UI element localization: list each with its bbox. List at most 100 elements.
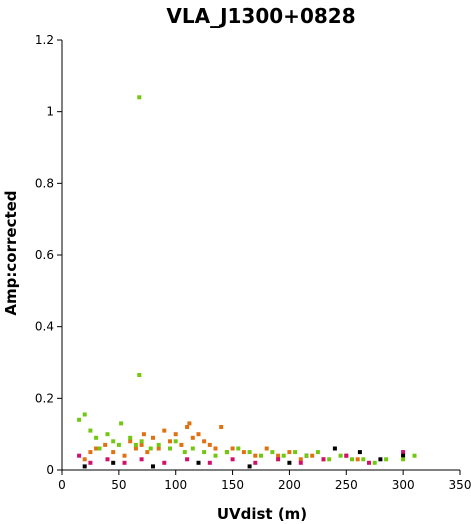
data-point	[148, 446, 153, 451]
data-point	[190, 435, 195, 440]
data-point	[355, 457, 360, 462]
data-point	[259, 453, 263, 458]
data-point	[230, 446, 235, 451]
data-point	[137, 95, 142, 100]
data-point	[247, 464, 252, 469]
data-point	[401, 450, 406, 455]
data-point	[344, 453, 349, 458]
data-point	[219, 425, 224, 429]
data-point	[119, 421, 124, 426]
data-point	[133, 446, 138, 451]
data-point	[111, 450, 116, 455]
data-point	[202, 450, 207, 455]
x-tick-label: 100	[164, 478, 187, 492]
data-point	[139, 442, 144, 447]
data-point	[88, 450, 93, 455]
data-point	[253, 453, 258, 458]
data-point	[372, 460, 377, 465]
data-point	[293, 450, 298, 455]
x-tick-label: 50	[111, 478, 126, 492]
data-point	[122, 460, 127, 465]
data-point	[202, 439, 207, 444]
data-point	[241, 450, 246, 455]
x-tick-label: 250	[335, 478, 358, 492]
data-point	[105, 457, 110, 462]
data-point	[185, 457, 190, 462]
y-tick-label: 0.6	[35, 248, 54, 262]
y-axis-label: Amp:corrected	[2, 190, 20, 315]
y-tick-label: 0.8	[35, 176, 54, 190]
data-point	[77, 417, 82, 422]
data-point	[367, 460, 371, 465]
data-point	[190, 446, 195, 451]
data-point	[401, 457, 406, 462]
data-point	[287, 460, 292, 465]
data-point	[412, 453, 417, 458]
data-point	[116, 442, 121, 447]
x-tick-label: 0	[58, 478, 66, 492]
data-point	[82, 457, 87, 462]
data-point	[196, 432, 201, 437]
data-point	[298, 457, 303, 462]
data-point	[168, 439, 172, 444]
data-point	[128, 439, 133, 444]
data-point	[276, 457, 281, 462]
data-point	[162, 428, 167, 433]
data-point	[281, 453, 286, 458]
data-point	[207, 460, 212, 465]
data-points	[77, 95, 417, 469]
data-point	[350, 457, 354, 462]
data-point	[162, 460, 167, 465]
data-point	[304, 453, 309, 458]
data-point	[82, 412, 87, 417]
data-point	[378, 457, 383, 462]
data-point	[361, 457, 366, 462]
data-point	[168, 446, 172, 451]
axes	[61, 40, 460, 471]
data-point	[384, 457, 389, 462]
data-point	[151, 435, 155, 440]
y-tick-label: 1.2	[35, 33, 54, 47]
data-point	[151, 464, 155, 469]
chart-title: VLA_J1300+0828	[166, 4, 355, 28]
y-ticks: 0 0.2 0.4 0.6 0.8 1 1.2	[35, 33, 62, 477]
data-point	[156, 446, 161, 451]
data-point	[287, 450, 292, 455]
data-point	[224, 450, 229, 455]
data-point	[156, 442, 161, 447]
data-point	[185, 425, 190, 429]
y-tick-label: 1	[46, 105, 54, 119]
data-point	[111, 439, 116, 444]
data-point	[236, 446, 241, 451]
x-tick-label: 300	[392, 478, 415, 492]
data-point	[338, 453, 343, 458]
data-point	[133, 442, 138, 447]
y-tick-label: 0.4	[35, 320, 54, 334]
x-axis-label: UVdist (m)	[217, 505, 307, 523]
data-point	[321, 457, 326, 462]
data-point	[103, 442, 108, 447]
data-point	[298, 460, 303, 465]
data-point	[247, 450, 252, 455]
data-point	[139, 457, 144, 462]
data-point	[270, 450, 275, 455]
data-point	[111, 460, 116, 465]
data-point	[88, 428, 93, 433]
data-point	[88, 460, 93, 465]
data-point	[264, 446, 269, 451]
y-tick-label: 0	[46, 463, 54, 477]
data-point	[207, 442, 212, 447]
data-point	[401, 453, 406, 458]
data-point	[122, 453, 127, 458]
data-point	[187, 421, 192, 426]
data-point	[137, 373, 142, 377]
data-point	[139, 439, 144, 444]
data-point	[145, 450, 150, 455]
data-point	[97, 446, 102, 451]
data-point	[82, 464, 87, 469]
data-point	[276, 453, 281, 458]
data-point	[196, 460, 201, 465]
y-tick-label: 0.2	[35, 391, 54, 405]
data-point	[327, 457, 332, 462]
